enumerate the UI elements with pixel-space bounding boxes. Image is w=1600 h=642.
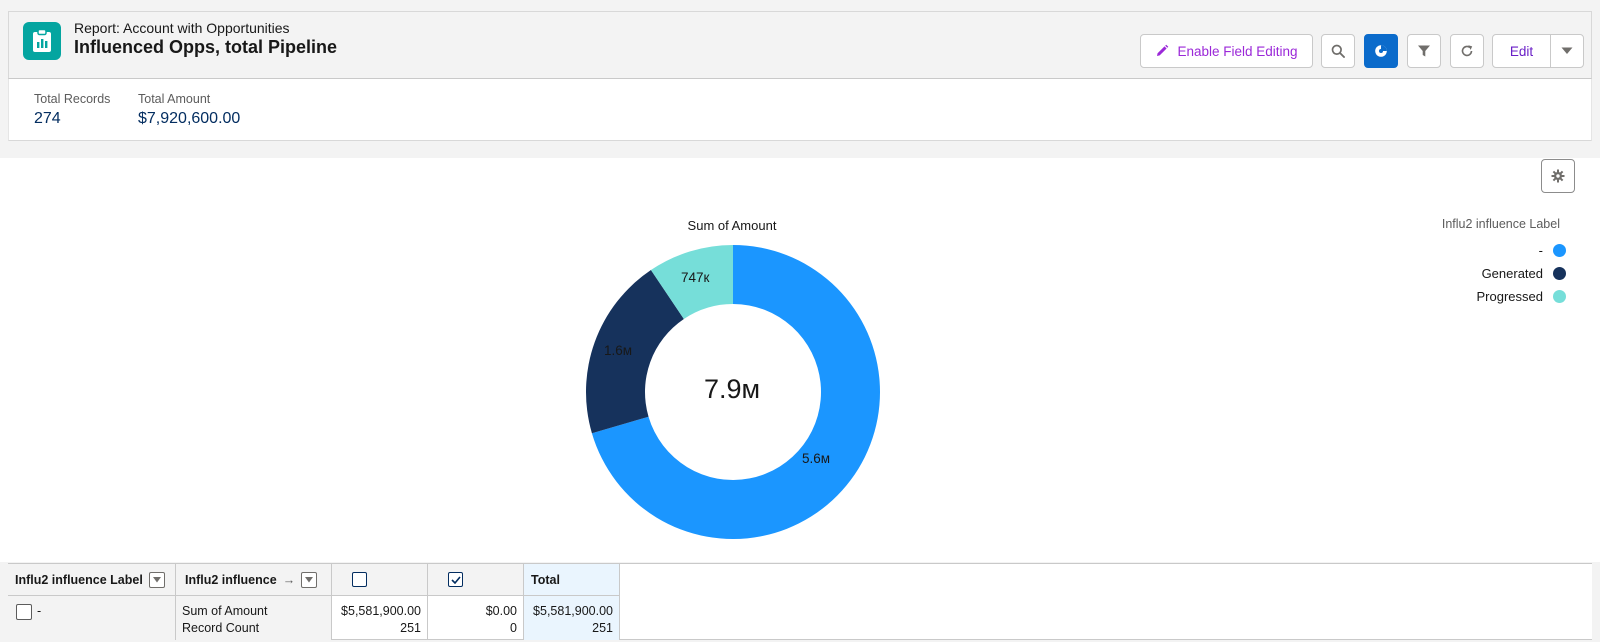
refresh-button[interactable] [1450,34,1484,68]
column-header-total: Total [524,564,619,595]
cell-unchecked-count: 251 [400,621,421,635]
total-amount-stat: Total Amount $7,920,600.00 [138,92,240,128]
cell-total-amount: $5,581,900.00 [533,604,613,618]
slice-label-generated: 1.6м [604,343,633,358]
column-header-influence: Influ2 influence → [176,564,331,595]
page-title: Influenced Opps, total Pipeline [74,37,338,57]
legend-label: Progressed [1476,289,1543,304]
slice-label-none: 5.6м [802,451,831,466]
column-menu-button[interactable] [148,571,165,588]
edit-button[interactable]: Edit [1493,35,1551,67]
row-label: - [37,604,42,618]
total-records-stat: Total Records 274 [34,92,110,128]
report-header: Report: Account with Opportunities Influ… [8,11,1592,79]
cell-checked-amount: $0.00 [485,604,517,618]
gear-icon [1551,169,1565,183]
cell-unchecked-amount: $5,581,900.00 [341,604,421,618]
edit-button-group: Edit [1492,34,1584,68]
report-icon [23,22,61,60]
chart-title: Sum of Amount [687,218,777,233]
column-header-label-text: Influ2 influence Label [15,572,143,587]
matrix-table: Influ2 influence Label Influ2 influence … [8,563,1592,640]
chart-toggle-button[interactable] [1364,34,1398,68]
column-header-label: Influ2 influence Label [8,564,175,595]
column-divider [619,564,620,640]
total-records-label: Total Records [34,92,111,106]
arrow-right-icon: → [282,572,296,587]
column-divider [523,564,524,640]
column-divider [331,564,332,640]
row-metric-sum: Sum of Amount [182,604,268,618]
filter-icon [1418,45,1430,57]
chevron-down-icon [1561,47,1573,54]
more-actions-button[interactable] [1551,35,1583,67]
legend-dot [1553,244,1566,257]
chevron-down-icon [152,576,161,582]
legend-label: - [1538,243,1543,258]
total-amount-label: Total Amount [138,92,211,106]
enable-field-editing-label: Enable Field Editing [1177,43,1298,59]
legend-title: Influ2 influence Label [1441,217,1560,231]
refresh-icon [1461,45,1473,57]
donut-center-total: 7.9м [703,374,761,404]
total-amount-value: $7,920,600.00 [138,110,241,127]
legend-item-none[interactable]: - [1539,243,1566,258]
header-divider [8,595,620,596]
column-header-unchecked [332,564,427,595]
column-divider [427,564,428,640]
legend-dot [1553,267,1566,280]
row-label-cell [8,596,175,640]
legend-item-generated[interactable]: Generated [1482,266,1566,281]
column-divider [175,564,176,640]
report-type: Report: Account with Opportunities [74,20,290,36]
total-records-value: 274 [34,110,61,127]
pencil-icon [1157,44,1169,56]
cell-checked-count: 0 [510,621,517,635]
legend-item-progressed[interactable]: Progressed [1477,289,1566,304]
row-select-checkbox[interactable] [16,604,32,620]
row-metric-count: Record Count [182,621,260,635]
search-icon [1331,44,1345,58]
checkbox-unchecked-icon [352,572,367,587]
chart-settings-button[interactable] [1541,159,1575,193]
legend-dot [1553,290,1566,303]
column-header-checked [428,564,523,595]
chevron-down-icon [305,576,314,582]
row-metric-cell [176,596,331,640]
legend-label: Generated [1481,266,1543,281]
enable-field-editing-button[interactable]: Enable Field Editing [1140,34,1313,68]
search-button[interactable] [1321,34,1355,68]
checkbox-checked-icon [448,572,463,587]
cell-total-count: 251 [592,621,613,635]
row-total-cell [524,596,619,640]
summary-bar: Total Records 274 Total Amount $7,920,60… [8,79,1592,141]
column-menu-button[interactable] [301,571,318,588]
column-header-influence-text: Influ2 influence [185,572,277,587]
chart-icon [1375,45,1387,57]
filter-button[interactable] [1407,34,1441,68]
slice-label-progressed: 747к [681,270,710,285]
